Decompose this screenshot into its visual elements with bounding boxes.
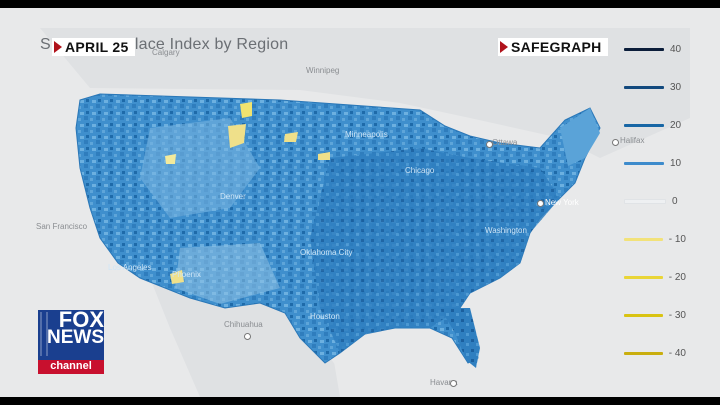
city-halifax: Halifax xyxy=(620,136,645,145)
legend-row: - 20 xyxy=(624,270,686,284)
yellow-patch-wy xyxy=(165,154,176,164)
legend-label: 10 xyxy=(670,157,682,169)
city-dot-chihuahua xyxy=(244,333,251,340)
logo-line2: NEWS xyxy=(47,327,104,348)
florida xyxy=(440,308,480,368)
date-label: APRIL 25 xyxy=(65,39,129,55)
legend-swatch xyxy=(624,198,666,204)
legend-label: - 20 xyxy=(668,271,686,283)
logo-line3: channel xyxy=(50,360,92,372)
city-denver: Denver xyxy=(220,192,246,201)
city-dot-halifax xyxy=(612,139,619,146)
title-prefix: S xyxy=(40,36,51,53)
city-calgary: Calgary xyxy=(152,48,180,57)
yellow-patch-nd xyxy=(284,132,298,142)
logo-line1: FOX xyxy=(58,307,104,332)
legend-row: - 10 xyxy=(624,232,686,246)
date-badge: APRIL 25 xyxy=(52,38,135,56)
usa-east-region xyxy=(310,148,560,353)
legend-row: 10 xyxy=(624,156,686,170)
legend-label: 30 xyxy=(670,81,682,93)
legend-swatch xyxy=(624,275,663,279)
legend-row: 20 xyxy=(624,118,686,132)
gulf-water xyxy=(330,338,480,397)
city-chicago: Chicago xyxy=(405,166,435,175)
legend-row: - 40 xyxy=(624,346,686,360)
yellow-patch-ne xyxy=(318,152,330,160)
legend-swatch xyxy=(624,161,664,165)
city-winnipeg: Winnipeg xyxy=(306,66,340,75)
play-triangle-icon xyxy=(54,41,62,53)
yellow-patch-montana xyxy=(228,124,246,148)
city-dot-new-york xyxy=(537,200,544,207)
play-triangle-icon xyxy=(500,41,508,53)
map-canvas xyxy=(40,28,690,397)
city-washington: Washington xyxy=(485,226,527,235)
city-dot-havana xyxy=(450,380,457,387)
city-houston: Houston xyxy=(310,312,340,321)
legend-swatch xyxy=(624,123,664,127)
legend-swatch xyxy=(624,47,664,51)
city-new-york: New York xyxy=(545,198,579,207)
legend-row: 30 xyxy=(624,80,686,94)
choropleth-map[interactable]: Calgary Winnipeg Ottawa Halifax New York… xyxy=(0,8,720,397)
legend-swatch xyxy=(624,85,664,89)
legend-label: - 40 xyxy=(668,347,686,359)
legend-row: 0 xyxy=(624,194,686,208)
yellow-patch-az xyxy=(170,270,184,284)
city-minneapolis: Minneapolis xyxy=(345,130,388,139)
fox-news-logo xyxy=(38,310,104,374)
legend-label: 0 xyxy=(672,195,678,207)
title-rest: lace Index by Region xyxy=(134,36,289,53)
brand-label: SAFEGRAPH xyxy=(511,39,602,55)
city-havana: Havana xyxy=(430,378,458,387)
legend-label: 40 xyxy=(670,43,682,55)
legend-swatch xyxy=(624,237,663,241)
legend-row: - 30 xyxy=(624,308,686,322)
legend-label: 20 xyxy=(670,119,682,131)
city-phoenix: Phoenix xyxy=(172,270,201,279)
city-san-francisco: San Francisco xyxy=(36,222,88,231)
legend-row: 40 xyxy=(624,42,686,56)
city-dot-ottawa xyxy=(486,141,493,148)
legend-label: - 10 xyxy=(668,233,686,245)
city-oklahoma-city: Oklahoma City xyxy=(300,248,353,257)
bottom-letterbox xyxy=(0,397,720,405)
new-england xyxy=(560,108,600,166)
legend-swatch xyxy=(624,313,663,317)
brand-badge: SAFEGRAPH xyxy=(498,38,608,56)
legend: 40 30 20 10 0 - 10 - 20 - 30 - 40 xyxy=(624,42,686,362)
city-los-angeles: Los Angeles xyxy=(108,263,152,272)
logo-wordmark: FOX NEWS xyxy=(44,307,104,351)
canada-land xyxy=(40,28,690,158)
mexico-land xyxy=(150,278,360,397)
city-chihuahua: Chihuahua xyxy=(224,320,263,329)
usa-southwest-light xyxy=(175,243,280,304)
legend-label: - 30 xyxy=(668,309,686,321)
legend-swatch xyxy=(624,351,663,355)
yellow-patch-idaho xyxy=(240,102,252,118)
city-ottawa: Ottawa xyxy=(492,138,518,147)
